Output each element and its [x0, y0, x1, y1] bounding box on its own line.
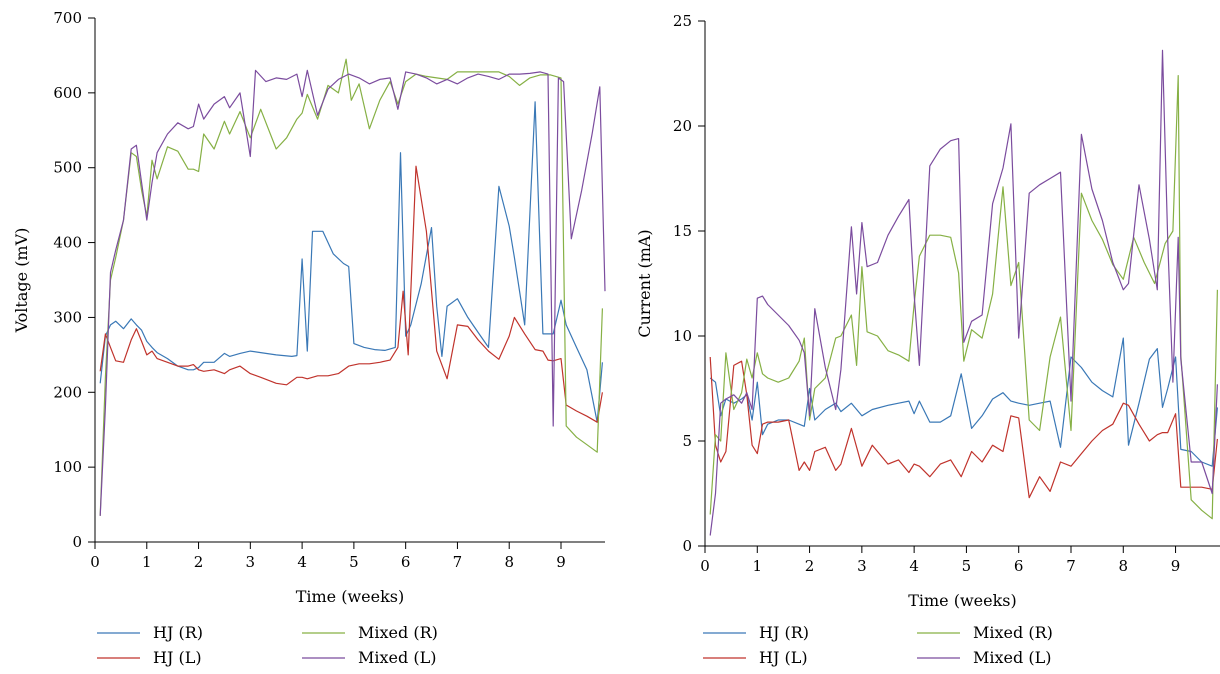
y-tick-label: 700 — [53, 9, 82, 27]
series-line-hj-l — [99, 165, 603, 423]
y-tick-label: 400 — [53, 234, 82, 252]
voltage-chart-panel: 0 100 200 300 400 500 600 700 0 1 2 3 4 5 6 7 8 9 Time (we… — [12, 9, 606, 667]
x-tick-label: 7 — [453, 553, 463, 571]
legend-label-mixed-l: Mixed (L) — [973, 648, 1051, 667]
series-line-mixed-l — [709, 49, 1218, 536]
y-tick-label: 5 — [682, 432, 692, 450]
x-tick-label: 1 — [753, 557, 763, 575]
legend-label-hj-l: HJ (L) — [153, 648, 202, 667]
current-chart-panel: 0 5 10 15 20 25 0 1 2 3 4 5 6 7 8 9 Time (weeks) Current … — [635, 12, 1220, 667]
y-tick-label: 10 — [673, 327, 692, 345]
legend-label-mixed-r: Mixed (R) — [358, 623, 438, 642]
series-line-mixed-r — [709, 74, 1218, 520]
y-tick-label: 25 — [673, 12, 692, 30]
legend-label-hj-r: HJ (R) — [759, 623, 809, 642]
x-tick-label: 9 — [556, 553, 566, 571]
y-axis-title: Voltage (mV) — [12, 228, 31, 334]
x-tick-label: 5 — [962, 557, 972, 575]
series-line-hj-l — [709, 356, 1218, 499]
x-tick-label: 6 — [1014, 557, 1024, 575]
x-tick-label: 3 — [246, 553, 256, 571]
x-tick-label: 4 — [909, 557, 919, 575]
x-tick-label: 9 — [1171, 557, 1181, 575]
x-tick-label: 0 — [700, 557, 710, 575]
x-tick-label: 8 — [504, 553, 514, 571]
y-tick-label: 0 — [682, 537, 692, 555]
x-tick-label: 2 — [805, 557, 815, 575]
y-axis-title: Current (mA) — [635, 229, 654, 337]
y-tick-label: 500 — [53, 159, 82, 177]
x-tick-label: 7 — [1066, 557, 1076, 575]
x-tick-label: 6 — [401, 553, 411, 571]
y-tick-label: 0 — [72, 533, 82, 551]
y-tick-label: 20 — [673, 117, 692, 135]
y-tick-label: 100 — [53, 458, 82, 476]
series-line-mixed-l — [99, 69, 606, 516]
x-tick-label: 2 — [194, 553, 204, 571]
x-tick-label: 4 — [297, 553, 307, 571]
x-tick-label: 3 — [857, 557, 867, 575]
y-tick-label: 15 — [673, 222, 692, 240]
legend-label-mixed-r: Mixed (R) — [973, 623, 1053, 642]
legend-label-mixed-l: Mixed (L) — [358, 648, 436, 667]
y-tick-label: 600 — [53, 84, 82, 102]
x-axis-title: Time (weeks) — [296, 587, 405, 606]
series-line-mixed-r — [99, 58, 603, 516]
series-line-hj-r — [99, 101, 603, 423]
y-tick-label: 200 — [53, 383, 82, 401]
series-line-hj-r — [709, 337, 1218, 467]
x-axis-title: Time (weeks) — [908, 591, 1017, 610]
x-tick-label: 8 — [1119, 557, 1129, 575]
x-tick-label: 5 — [349, 553, 359, 571]
legend-label-hj-l: HJ (L) — [759, 648, 808, 667]
y-tick-label: 300 — [53, 308, 82, 326]
x-tick-label: 0 — [90, 553, 100, 571]
legend-label-hj-r: HJ (R) — [153, 623, 203, 642]
x-tick-label: 1 — [142, 553, 152, 571]
